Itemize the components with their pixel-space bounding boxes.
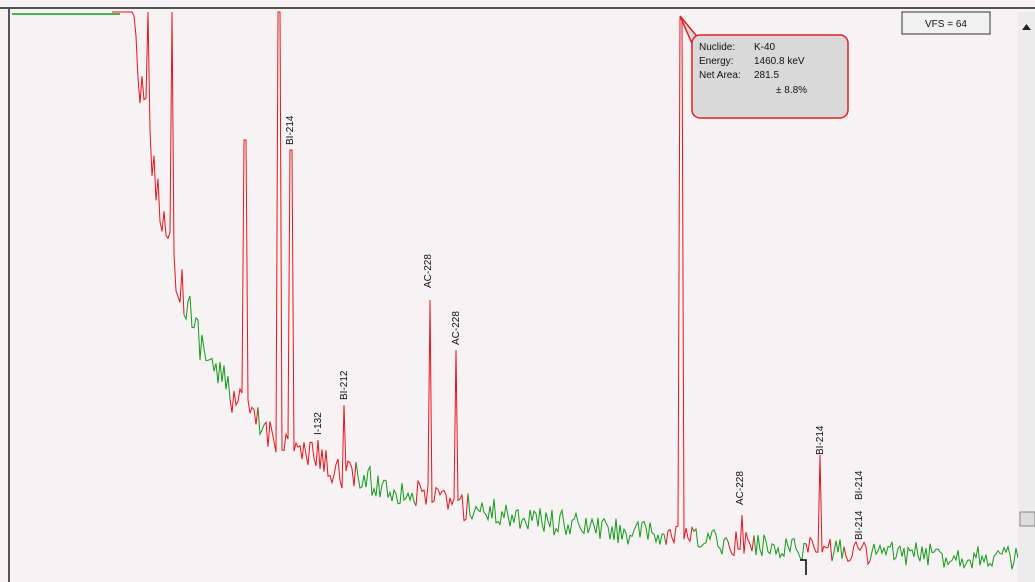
spectrum-trace [727, 514, 755, 557]
peak-label: BI-214 [854, 470, 865, 500]
spectrum [112, 11, 1019, 570]
peak-label: AC-228 [423, 254, 434, 288]
tooltip-key: Net Area: [699, 70, 741, 81]
scroll-up[interactable] [1022, 24, 1031, 30]
spectrum-trace [693, 527, 729, 555]
spectrum-trace [467, 493, 667, 545]
spectrum-trace [112, 11, 185, 315]
spectrum-trace [843, 540, 871, 566]
spectrum-trace [257, 407, 265, 436]
peak-label: BI-212 [339, 370, 350, 400]
vfs-label: VFS = 64 [925, 19, 967, 30]
tooltip-value: K-40 [754, 42, 776, 53]
spectrum-trace [183, 295, 231, 400]
peak-label: I-132 [313, 412, 324, 435]
peak-labels: BI-214 I-132 BI-212 AC-228 AC-228 AC-228 BI-21… [285, 115, 865, 540]
spectrum-trace [805, 454, 833, 562]
vfs-box[interactable] [901, 11, 991, 35]
peak-label: BI-214 [285, 115, 296, 145]
tooltip-key: Nuclide: [699, 42, 735, 53]
peak-label: BI-214 [815, 425, 826, 455]
scrollbar[interactable] [1018, 12, 1035, 582]
tooltip-value: 281.5 [754, 70, 779, 81]
spectrum-trace [665, 17, 695, 545]
peak-label: BI-214 [854, 510, 865, 540]
tooltip-key: Energy: [699, 56, 733, 67]
spectrum-trace [869, 541, 1019, 570]
spectrum-trace [831, 539, 845, 562]
tooltip [691, 34, 849, 119]
spectrum-trace [229, 139, 259, 425]
peak-label: AC-228 [735, 471, 746, 505]
spectrum-trace [753, 534, 807, 562]
spectrum-trace [263, 11, 357, 489]
tooltip-value: 1460.8 keV [754, 56, 805, 67]
spectrum-trace [415, 299, 469, 522]
peak-label: AC-228 [451, 311, 462, 345]
tooltip-uncertainty: ± 8.8% [776, 85, 807, 96]
cursor-marker [800, 559, 807, 575]
spectrum-trace [355, 461, 417, 507]
scroll-button[interactable] [1019, 511, 1035, 527]
